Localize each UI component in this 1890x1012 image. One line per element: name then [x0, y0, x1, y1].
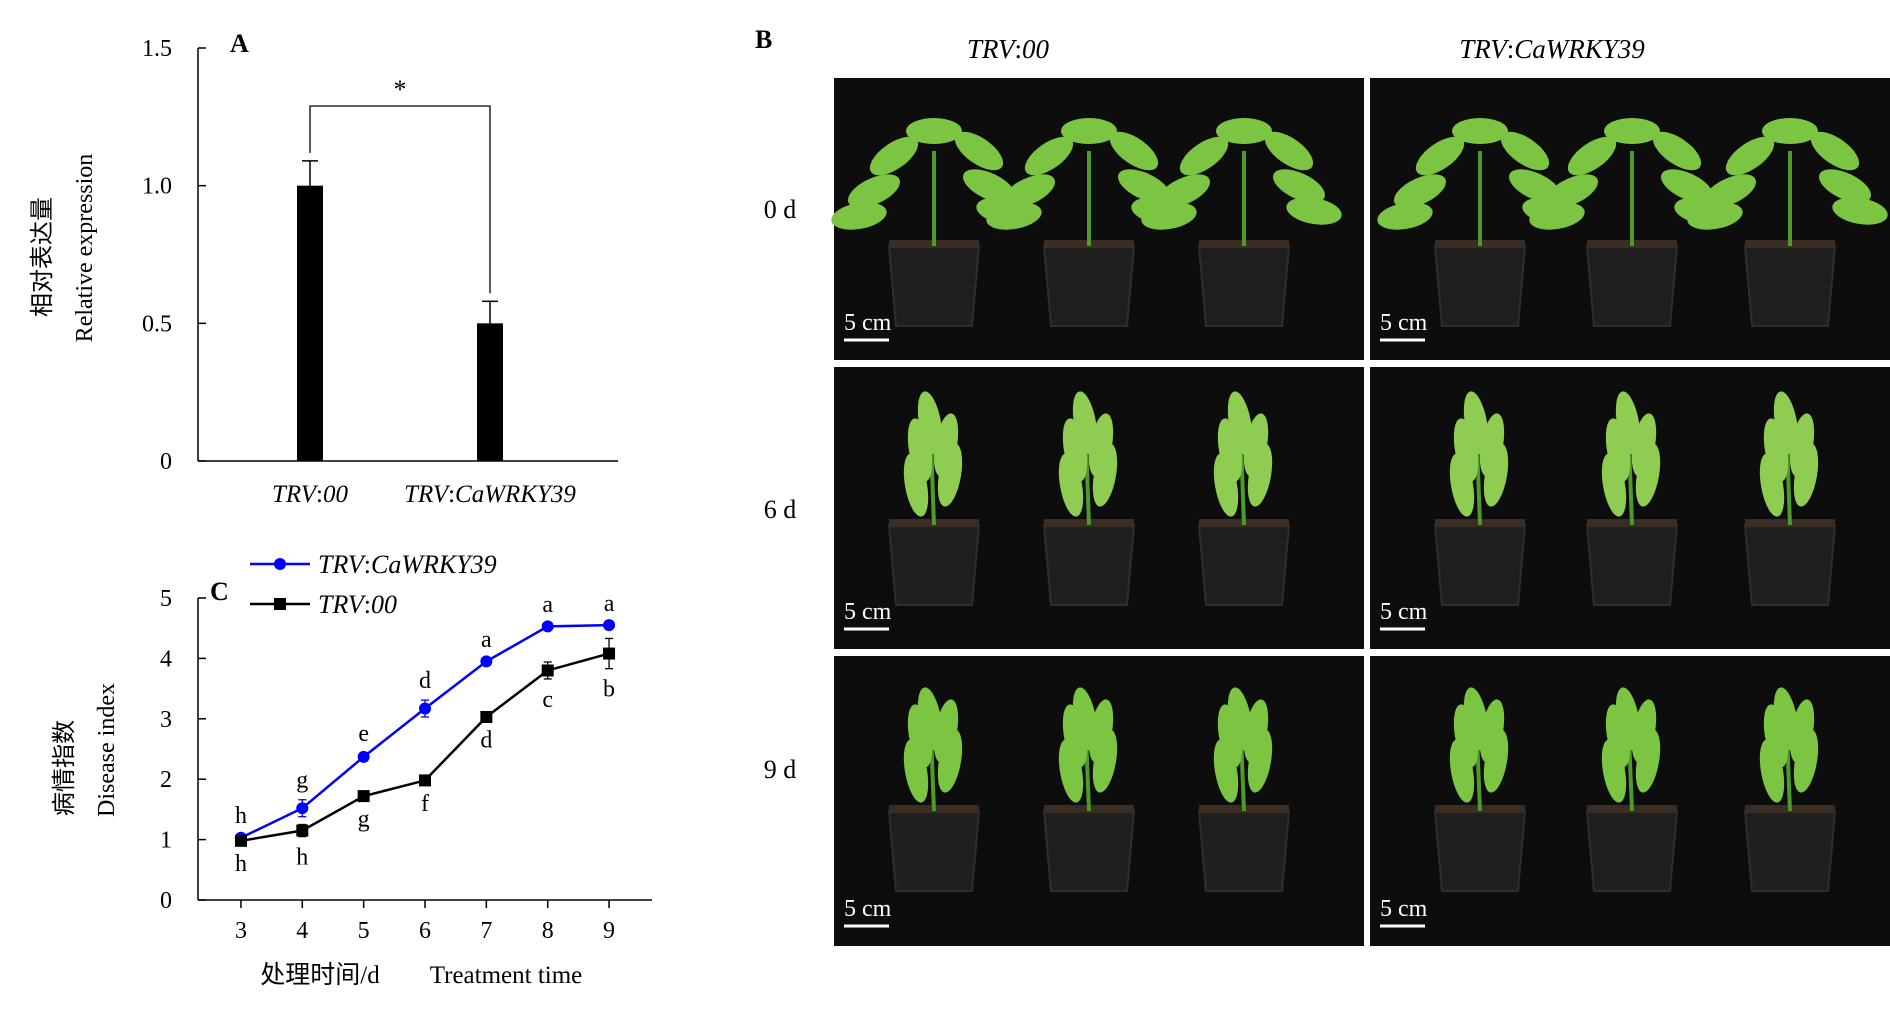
y-tick-label: 2	[160, 767, 172, 793]
x-tick-label: 3	[235, 918, 247, 944]
data-label: f	[421, 791, 429, 817]
x-tick-label: TRV:CaWRKY39	[404, 481, 576, 508]
scale-label: 5 cm	[1380, 599, 1428, 625]
data-label: d	[480, 727, 492, 753]
x-axis-title: Treatment time	[430, 962, 583, 989]
scale-label: 5 cm	[1380, 896, 1428, 922]
scale-label: 5 cm	[1380, 310, 1428, 336]
data-label: c	[542, 687, 553, 713]
data-label: g	[296, 768, 308, 794]
data-label: g	[358, 807, 370, 833]
x-tick-label: 7	[480, 918, 492, 944]
data-point	[480, 710, 493, 723]
scale-label: 5 cm	[844, 599, 892, 625]
legend: TRV:CaWRKY39 TRV:00	[250, 550, 497, 619]
plant-photo: 5 cm	[834, 656, 1364, 946]
y-axis-title-cn: 相对表达量	[29, 197, 56, 317]
data-point	[296, 802, 309, 815]
significance-bracket	[309, 105, 491, 294]
data-point	[541, 664, 554, 677]
row-label: 6 d	[764, 495, 797, 524]
plant-photo: 5 cm	[831, 78, 1364, 360]
x-tick-label: 5	[358, 918, 370, 944]
plant-photo: 5 cm	[834, 367, 1364, 649]
y-tick-label: 0	[160, 449, 172, 475]
y-tick-label: 0.5	[142, 311, 172, 337]
plant-photo: 5 cm	[1370, 367, 1890, 649]
data-label: a	[542, 592, 553, 618]
x-tick-label: 8	[542, 918, 554, 944]
row-label: 9 d	[764, 755, 797, 784]
y-tick-label: 4	[160, 646, 172, 672]
data-point	[419, 774, 431, 787]
data-label: d	[419, 668, 431, 694]
data-label: h	[235, 803, 247, 829]
scale-label: 5 cm	[844, 310, 892, 336]
chart-a: A 相对表达量 Relative expression 0 0.5 1.0 1.5 *…	[29, 29, 618, 508]
data-label: h	[235, 851, 247, 877]
legend-label: TRV:00	[318, 590, 397, 619]
data-point	[357, 750, 370, 763]
data-label: e	[358, 721, 369, 747]
data-point	[603, 619, 616, 632]
column-label: TRV:CaWRKY39	[1459, 34, 1645, 64]
y-tick-label: 3	[160, 707, 172, 733]
y-axis-title-cn: 病情指数	[51, 720, 78, 816]
x-tick-label: TRV:00	[272, 481, 348, 508]
x-axis-title-cn: 处理时间/d	[260, 961, 380, 989]
data-point	[357, 790, 370, 803]
bar	[477, 323, 503, 461]
y-tick-label: 0	[160, 888, 172, 914]
panel-label-c: C	[210, 577, 229, 606]
y-tick-label: 1.5	[142, 36, 172, 62]
scale-label: 5 cm	[844, 896, 892, 922]
legend-marker	[274, 558, 286, 570]
plant-photo: 5 cm	[1370, 656, 1890, 946]
legend-label: TRV:CaWRKY39	[318, 550, 497, 579]
column-label: TRV:00	[967, 34, 1050, 64]
panel-b: B TRV:00 TRV:CaWRKY39 0 d 6 d 9 d 5 cm 5 cm 5 c…	[755, 25, 1890, 946]
data-label: a	[604, 591, 615, 617]
plant-photo: 5 cm	[1370, 78, 1890, 360]
panel-label-a: A	[230, 29, 249, 58]
y-axis-title: Relative expression	[72, 154, 98, 343]
significance-mark: *	[394, 75, 407, 104]
data-label: b	[603, 677, 615, 703]
y-tick-label: 1	[160, 828, 172, 854]
data-point	[541, 620, 554, 633]
y-tick-label: 1.0	[142, 174, 172, 200]
y-tick-label: 5	[160, 586, 172, 612]
legend-marker	[274, 598, 286, 610]
data-label: a	[481, 627, 492, 653]
data-point	[419, 702, 431, 715]
data-point	[234, 834, 247, 847]
x-tick-label: 4	[296, 918, 308, 944]
bar	[297, 185, 323, 461]
data-point	[480, 655, 493, 668]
row-label: 0 d	[764, 195, 797, 224]
x-tick-label: 6	[419, 918, 431, 944]
x-tick-label: 9	[603, 918, 615, 944]
data-point	[296, 824, 309, 837]
data-label: h	[296, 845, 308, 871]
y-axis-title: Disease index	[94, 683, 120, 817]
data-point	[603, 647, 616, 660]
panel-label-b: B	[755, 25, 772, 54]
